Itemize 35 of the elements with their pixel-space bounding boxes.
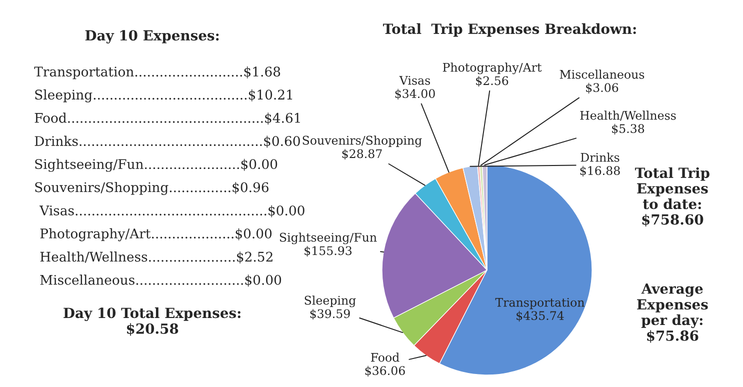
slice-label: Visas <box>399 76 430 85</box>
text: Day 10 Total Expenses: $20.58 <box>64 307 240 336</box>
text: Average Expenses per day: $75.86 <box>637 284 708 343</box>
text: Food...............................................$4.61 <box>34 112 300 125</box>
slice-label: Transportation <box>495 298 584 310</box>
data-label: $36.06 <box>365 366 405 377</box>
slice-label: Food <box>370 352 400 362</box>
data-label: $39.59 <box>310 308 350 320</box>
slice-label: Sightseeing/Fun <box>280 232 377 244</box>
text: Miscellaneous..........................$0.00 <box>40 274 282 287</box>
data-label: $28.87 <box>342 148 382 160</box>
slice-label: Photography/Art <box>442 62 542 74</box>
data-label: $16.88 <box>580 166 620 177</box>
chart-title: Total Trip Expenses Breakdown: <box>382 23 636 37</box>
text: Souvenirs/Shopping...............$0.96 <box>35 182 268 195</box>
slice-label: Souvenirs/Shopping <box>302 136 422 148</box>
slice-label: Drinks <box>580 152 620 162</box>
data-label: $5.38 <box>612 124 644 135</box>
slice-label: Sleeping <box>304 296 356 308</box>
text: Visas..............................................$0.00 <box>39 205 304 218</box>
text: Transportation..........................$1.68 <box>34 66 280 80</box>
text: Sightseeing/Fun.......................$0.00 <box>35 158 278 172</box>
text: Health/Wellness.....................$2.52 <box>40 252 272 264</box>
text: Photography/Art....................$0.00 <box>40 228 272 242</box>
text: Day 10 Expenses: <box>85 30 219 44</box>
data-label: $3.06 <box>586 82 618 94</box>
data-label: $155.93 <box>304 246 352 257</box>
data-label: $34.00 <box>395 88 435 100</box>
data-label: $435.74 <box>516 310 564 322</box>
text: Sleeping.....................................$10.21 <box>35 89 292 102</box>
text: Drinks............................................$0.60 <box>34 136 300 148</box>
slice-label: Health/Wellness <box>580 110 676 121</box>
slice-label: Miscellaneous <box>560 70 644 79</box>
data-label: $2.56 <box>476 76 508 87</box>
text: Total Trip Expenses to date: $758.60 <box>634 167 710 227</box>
